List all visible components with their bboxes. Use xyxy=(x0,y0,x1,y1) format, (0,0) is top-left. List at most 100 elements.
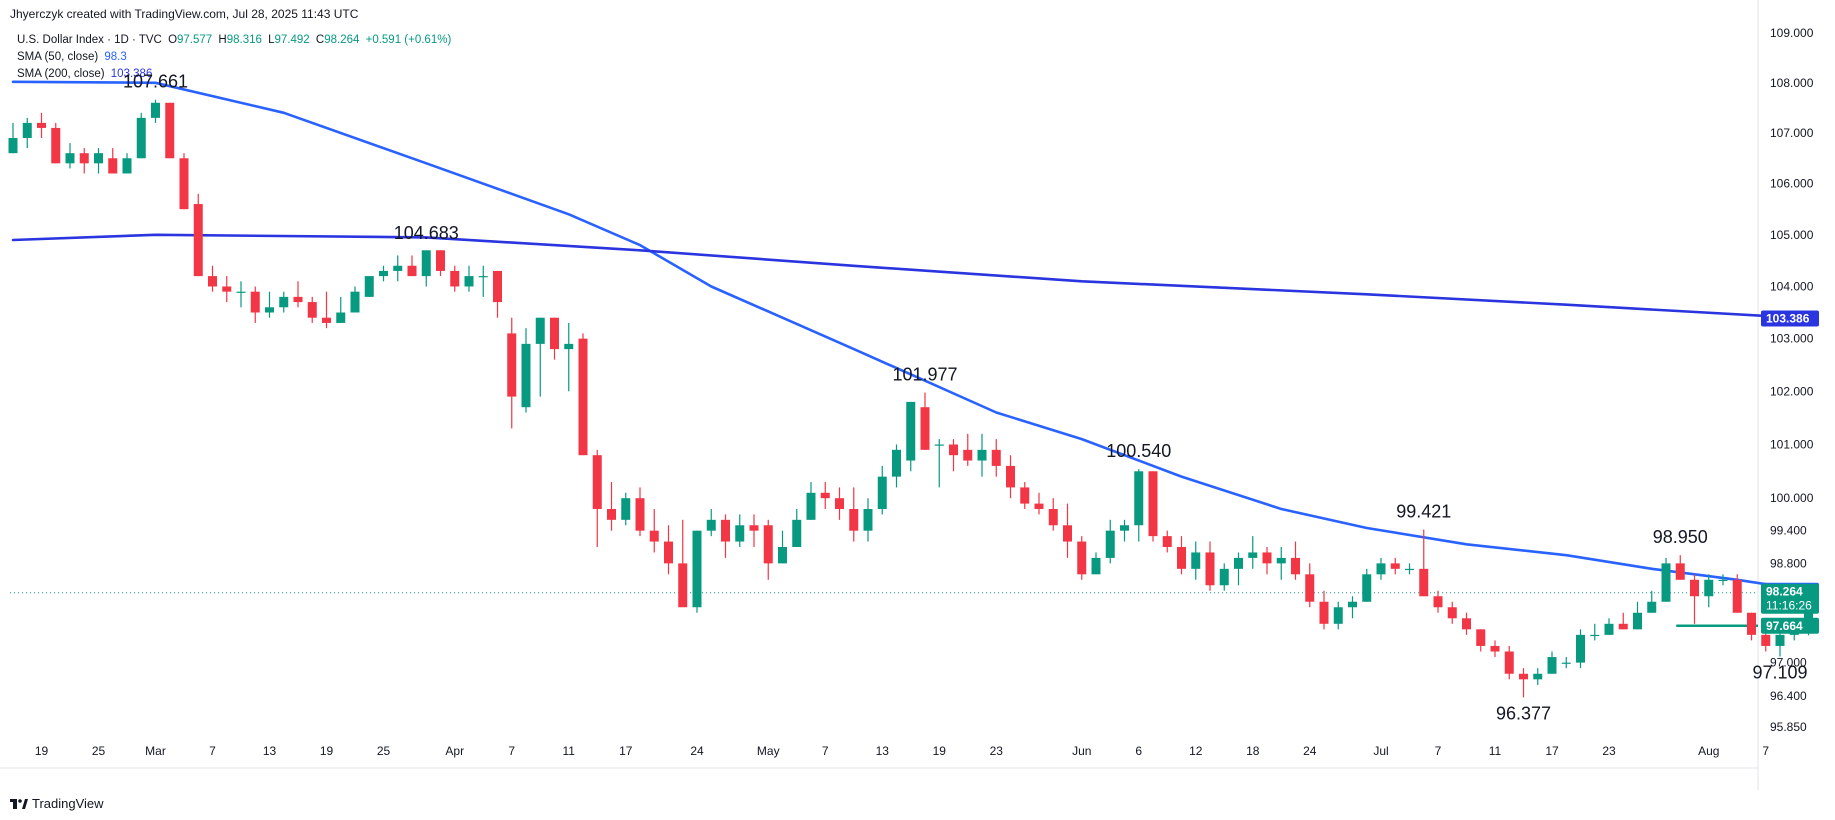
candle-up xyxy=(265,307,274,313)
candle-up xyxy=(1547,657,1557,674)
x-tick-label: 13 xyxy=(876,744,890,758)
sma50-legend[interactable]: SMA (50, close) 98.3 xyxy=(17,51,127,63)
x-tick-label: 7 xyxy=(1762,744,1769,758)
candle-down xyxy=(222,286,232,292)
candle-up xyxy=(464,276,474,287)
candle-down xyxy=(649,530,659,542)
candle-up xyxy=(151,102,160,118)
price-annotation: 100.540 xyxy=(1106,441,1171,461)
candle-down xyxy=(1476,629,1486,646)
symbol-legend[interactable]: U.S. Dollar Index · 1D · TVC O97.577 H98… xyxy=(17,34,451,46)
candle-down xyxy=(436,250,445,271)
candle-up xyxy=(336,312,346,323)
candle-down xyxy=(550,317,559,350)
candle-down xyxy=(1504,651,1514,674)
candle-up xyxy=(94,153,103,164)
candle-up xyxy=(1219,568,1229,586)
y-tick-label: 97.000 xyxy=(1770,656,1807,670)
candle-up xyxy=(706,519,716,531)
y-tick-label: 96.400 xyxy=(1770,689,1807,703)
candle-down xyxy=(963,449,973,461)
candle-up xyxy=(1120,525,1129,531)
y-tick-label: 101.000 xyxy=(1770,437,1814,451)
candle-down xyxy=(1006,465,1015,488)
candle-down xyxy=(1390,563,1400,569)
candle-up xyxy=(1633,612,1642,630)
candle-up xyxy=(778,547,787,564)
candle-up xyxy=(863,509,873,531)
y-tick-label: 104.000 xyxy=(1770,279,1814,293)
candle-up xyxy=(364,276,374,297)
x-tick-label: Mar xyxy=(145,744,166,758)
candle-down xyxy=(507,333,517,397)
y-tick-label: 108.000 xyxy=(1770,76,1814,90)
candle-down xyxy=(1305,574,1315,602)
candle-down xyxy=(1020,487,1030,504)
candle-down xyxy=(664,541,673,564)
candle-up xyxy=(806,492,816,520)
candle-up xyxy=(1561,662,1571,664)
x-tick-label: 24 xyxy=(690,744,704,758)
candle-down xyxy=(179,158,189,210)
candle-up xyxy=(521,343,531,408)
x-tick-label: 23 xyxy=(990,744,1004,758)
x-tick-label: 18 xyxy=(1246,744,1260,758)
candle-up xyxy=(892,449,901,477)
tradingview-brand[interactable]: TradingView xyxy=(10,796,104,811)
candle-down xyxy=(450,270,460,287)
sma50-label: SMA (50, close) xyxy=(17,51,99,63)
candle-up xyxy=(1191,552,1201,569)
candle-up xyxy=(1091,557,1101,575)
candle-up xyxy=(1348,601,1357,608)
sma200-legend[interactable]: SMA (200, close) 103.386 xyxy=(17,68,152,80)
candle-up xyxy=(1775,634,1785,646)
candle-down xyxy=(1732,579,1742,613)
change-value: +0.591 (+0.61%) xyxy=(365,34,452,46)
y-tick-label: 99.400 xyxy=(1770,524,1807,538)
candle-up xyxy=(8,138,18,154)
candle-down xyxy=(1618,623,1628,630)
candle-up xyxy=(65,153,75,164)
candle-up xyxy=(1134,471,1144,526)
candle-down xyxy=(1034,503,1044,510)
tradingview-logo-icon xyxy=(10,798,28,809)
candle-down xyxy=(1077,541,1087,575)
candle-down xyxy=(721,519,730,542)
candle-down xyxy=(407,265,417,277)
candle-down xyxy=(51,127,61,164)
candle-up xyxy=(350,291,360,313)
candle-down xyxy=(835,498,844,510)
x-tick-label: 11 xyxy=(1489,744,1502,758)
y-tick-label: 102.000 xyxy=(1770,384,1814,398)
open-value: 97.577 xyxy=(177,34,213,46)
candle-up xyxy=(1248,552,1258,558)
brand-label: TradingView xyxy=(32,796,104,811)
candle-down xyxy=(920,407,930,450)
candle-up xyxy=(906,401,916,461)
candle-down xyxy=(820,492,830,499)
candle-down xyxy=(635,498,645,531)
candle-down xyxy=(678,563,688,608)
x-tick-label: 13 xyxy=(263,744,277,758)
candle-up xyxy=(792,519,802,548)
price-annotation: 98.950 xyxy=(1653,527,1708,547)
candle-down xyxy=(1747,612,1756,635)
candle-up xyxy=(1362,574,1372,602)
x-tick-label: May xyxy=(757,744,780,758)
x-tick-label: 19 xyxy=(320,744,334,758)
candle-up xyxy=(1704,579,1714,597)
candle-up xyxy=(1376,563,1386,575)
candle-down xyxy=(1433,596,1443,608)
x-tick-label: 25 xyxy=(377,744,391,758)
candle-down xyxy=(607,509,616,520)
candle-down xyxy=(1177,547,1186,569)
candle-up xyxy=(1576,634,1585,663)
candle-down xyxy=(1447,607,1457,619)
candle-up xyxy=(621,498,631,520)
candle-up xyxy=(1405,568,1414,571)
price-tag xyxy=(1761,310,1819,327)
candle-down xyxy=(991,449,1001,466)
candle-up xyxy=(379,270,388,277)
candle-down xyxy=(108,158,118,174)
